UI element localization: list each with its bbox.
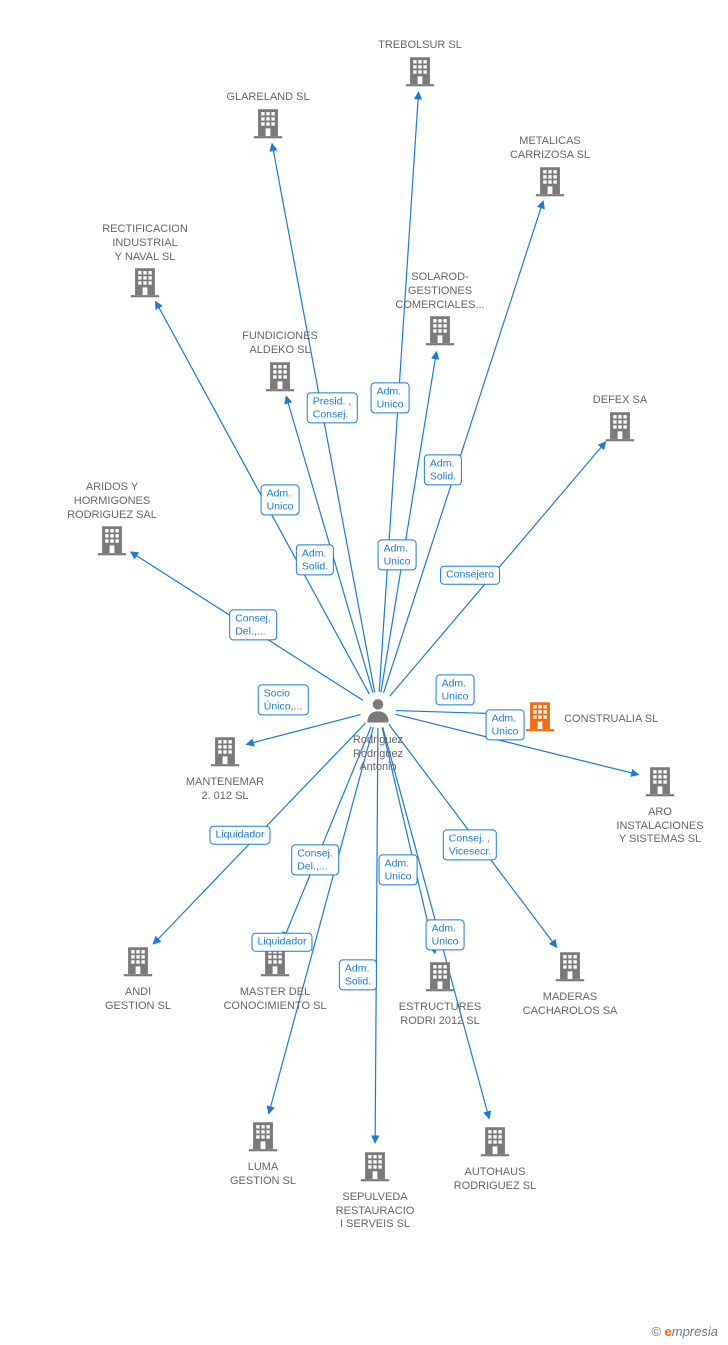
brand-rest: mpresia [672,1324,718,1339]
company-node[interactable]: ANDIGESTION SL [78,943,198,1013]
company-node[interactable]: METALICASCARRIZOSA SL [490,131,610,201]
company-label: MANTENEMAR2. 012 SL [165,776,285,804]
company-node[interactable]: ARIDOS YHORMIGONESRODRIGUEZ SAL [52,477,172,561]
company-node[interactable]: CONSTRUALIA SL [523,698,703,737]
copyright-symbol: © [651,1324,661,1339]
company-label: FUNDICIONESALDEKO SL [220,330,340,358]
company-label: RECTIFICACIONINDUSTRIALY NAVAL SL [85,223,205,264]
brand-e: e [665,1324,672,1339]
company-label: SEPULVEDARESTAURACIOI SERVEIS SL [315,1191,435,1232]
company-node[interactable]: MASTER DELCONOCIMIENTO SL [215,943,335,1013]
company-label: MASTER DELCONOCIMIENTO SL [215,986,335,1014]
company-label: DEFEX SA [560,394,680,408]
edge-role-label: Adm. Unico [371,382,410,413]
company-label: GLARELAND SL [208,91,328,105]
building-icon [533,163,567,202]
company-label: LUMAGESTION SL [203,1161,323,1189]
edge-role-label: Socio Único,... [258,684,309,715]
edge-role-label: Consej. Del.,... [291,844,339,875]
building-icon [603,408,637,447]
company-node[interactable]: ESTRUCTURESRODRI 2012 SL [380,958,500,1028]
edge-role-label: Adm. Solid. [296,544,334,575]
edge-role-label: Presid. , Consej. [307,392,358,423]
building-icon [358,1148,392,1187]
center-label: RodriguezRodriguezAntonio [318,734,438,775]
edge-role-label: Adm. Solid. [424,454,462,485]
company-label: AUTOHAUSRODRIGUEZ SL [435,1166,555,1194]
center-person-node[interactable]: RodriguezRodriguezAntonio [318,695,438,775]
edge-role-label: Adm. Unico [486,709,525,740]
company-node[interactable]: LUMAGESTION SL [203,1118,323,1188]
edge-role-label: Adm. Unico [261,484,300,515]
company-node[interactable]: DEFEX SA [560,390,680,447]
edge-role-label: Adm. Unico [379,854,418,885]
graph-edge [375,728,378,1143]
building-icon [263,358,297,397]
company-node[interactable]: AROINSTALACIONESY SISTEMAS SL [600,763,720,847]
building-icon [423,958,457,997]
person-icon [363,695,393,730]
company-label: METALICASCARRIZOSA SL [490,135,610,163]
edge-role-label: Adm. Unico [426,919,465,950]
company-node[interactable]: RECTIFICACIONINDUSTRIALY NAVAL SL [85,219,205,303]
company-node[interactable]: AUTOHAUSRODRIGUEZ SL [435,1123,555,1193]
company-label: CONSTRUALIA SL [564,713,658,727]
edge-role-label: Consej. Del.,... [229,609,277,640]
edge-role-label: Consej. , Vicesecr. [443,829,497,860]
company-label: SOLAROD-GESTIONESCOMERCIALES... [380,271,500,312]
building-icon [553,948,587,987]
company-node[interactable]: SOLAROD-GESTIONESCOMERCIALES... [380,267,500,351]
building-icon [643,763,677,802]
company-label: ANDIGESTION SL [78,986,198,1014]
building-icon [523,698,557,737]
copyright: © empresia [651,1324,718,1339]
edge-role-label: Liquidador [251,933,312,952]
building-icon [251,105,285,144]
edge-role-label: Adm. Unico [378,539,417,570]
company-node[interactable]: TREBOLSUR SL [360,35,480,92]
company-label: TREBOLSUR SL [360,39,480,53]
building-icon [246,1118,280,1157]
edge-role-label: Adm. Unico [436,674,475,705]
company-node[interactable]: FUNDICIONESALDEKO SL [220,326,340,396]
network-graph-svg [0,0,728,1345]
edge-role-label: Consejero [440,566,500,585]
company-label: ESTRUCTURESRODRI 2012 SL [380,1001,500,1029]
building-icon [423,312,457,351]
company-node[interactable]: SEPULVEDARESTAURACIOI SERVEIS SL [315,1148,435,1232]
building-icon [208,733,242,772]
building-icon [121,943,155,982]
building-icon [478,1123,512,1162]
building-icon [95,522,129,561]
building-icon [403,53,437,92]
company-node[interactable]: MADERASCACHAROLOS SA [510,948,630,1018]
company-node[interactable]: MANTENEMAR2. 012 SL [165,733,285,803]
company-label: ARIDOS YHORMIGONESRODRIGUEZ SAL [52,481,172,522]
company-label: AROINSTALACIONESY SISTEMAS SL [600,806,720,847]
edge-role-label: Adm. Solid. [339,959,377,990]
company-node[interactable]: GLARELAND SL [208,87,328,144]
edge-role-label: Liquidador [209,826,270,845]
building-icon [128,264,162,303]
company-label: MADERASCACHAROLOS SA [510,991,630,1019]
